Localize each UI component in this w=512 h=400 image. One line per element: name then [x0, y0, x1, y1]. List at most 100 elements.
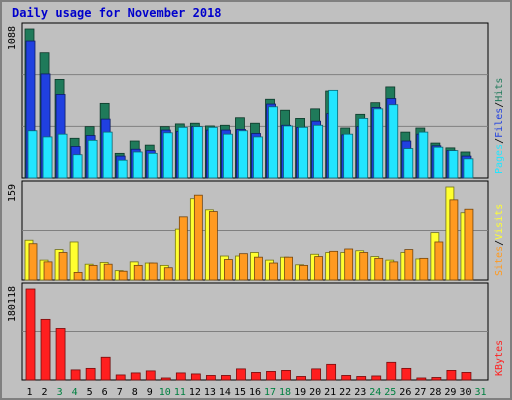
x-tick-label-day-14: 14	[219, 387, 231, 398]
x-tick-label-day-29: 29	[444, 387, 456, 398]
x-tick-label-day-22: 22	[339, 387, 351, 398]
bar-kbytes-day-21	[326, 363, 337, 381]
bar-sites-day-6	[103, 263, 113, 281]
bar-pages-day-10	[162, 132, 173, 179]
bar-sites-day-22	[344, 248, 354, 281]
bar-sites-day-11	[178, 216, 188, 281]
bar-kbytes-day-7	[115, 374, 126, 381]
bar-kbytes-day-15	[236, 368, 246, 381]
x-tick-label-day-23: 23	[354, 387, 366, 398]
bar-sites-day-19	[299, 264, 308, 281]
x-tick-label-day-4: 4	[72, 387, 78, 398]
legend-pages: Pages	[494, 144, 505, 174]
bar-kbytes-day-18	[281, 370, 291, 381]
bar-kbytes-day-11	[175, 372, 186, 381]
bar-sites-day-2	[43, 261, 53, 281]
bar-sites-day-28	[434, 241, 444, 281]
bar-kbytes-day-23	[356, 376, 367, 381]
x-tick-label-day-13: 13	[204, 387, 216, 398]
bar-sites-day-25	[389, 261, 399, 281]
x-tick-label-day-12: 12	[189, 387, 201, 398]
bar-pages-day-22	[343, 133, 354, 179]
bar-pages-day-28	[433, 146, 444, 179]
bar-kbytes-day-6	[100, 356, 111, 381]
bar-sites-day-13	[208, 211, 218, 281]
x-tick-label-day-5: 5	[87, 387, 93, 398]
x-tick-label-day-15: 15	[234, 387, 246, 398]
bar-sites-day-3	[58, 252, 68, 281]
bar-pages-day-7	[117, 159, 128, 179]
bar-pages-day-1	[27, 130, 38, 179]
legend-kbytes: KBytes	[494, 340, 505, 376]
bar-pages-day-8	[132, 151, 143, 179]
bar-kbytes-day-8	[130, 372, 141, 381]
legend-separator: /	[494, 138, 505, 144]
bar-pages-day-24	[373, 108, 384, 179]
bar-pages-day-27	[418, 131, 429, 179]
bar-pages-day-16	[253, 136, 263, 179]
bar-sites-day-8	[133, 264, 143, 281]
bar-pages-day-20	[313, 124, 324, 179]
bar-pages-day-23	[358, 118, 369, 179]
bar-sites-day-24	[374, 257, 384, 281]
bar-pages-day-12	[192, 126, 203, 179]
bar-sites-day-15	[239, 253, 248, 281]
bar-pages-day-14	[223, 133, 233, 179]
bar-pages-day-26	[403, 148, 414, 179]
bar-kbytes-day-29	[446, 370, 457, 381]
legend-separator: /	[494, 240, 505, 246]
x-tick-label-day-18: 18	[279, 387, 291, 398]
bar-kbytes-day-27	[416, 377, 427, 381]
bar-sites-day-9	[148, 262, 158, 281]
bar-sites-day-17	[269, 262, 278, 281]
bar-sites-day-10	[163, 267, 173, 281]
bar-sites-day-7	[118, 270, 128, 281]
bar-sites-day-1	[28, 243, 38, 281]
bar-sites-day-29	[449, 199, 459, 281]
x-tick-label-day-31: 31	[474, 387, 486, 398]
bar-kbytes-day-17	[266, 371, 276, 381]
x-tick-label-day-8: 8	[132, 387, 138, 398]
bar-pages-day-3	[57, 133, 68, 179]
x-tick-label-day-20: 20	[309, 387, 321, 398]
bar-kbytes-day-1	[25, 288, 36, 381]
x-tick-label-day-9: 9	[147, 387, 153, 398]
bar-kbytes-day-12	[190, 373, 201, 381]
bar-kbytes-day-30	[461, 372, 472, 381]
bar-pages-day-21	[328, 89, 339, 179]
panel-3-max-label: 180118	[7, 286, 18, 322]
x-tick-label-day-27: 27	[414, 387, 426, 398]
bar-kbytes-day-9	[145, 370, 156, 381]
chart-title: Daily usage for November 2018	[12, 6, 222, 20]
bar-sites-day-16	[254, 256, 263, 281]
x-tick-label-day-3: 3	[57, 387, 63, 398]
panel-2-legend: Sites/Visits	[494, 204, 505, 276]
bar-pages-day-29	[448, 150, 459, 179]
bar-pages-day-19	[298, 126, 308, 179]
legend-visits: Visits	[494, 204, 505, 240]
bar-kbytes-day-25	[386, 361, 397, 381]
bar-kbytes-day-28	[431, 377, 442, 381]
bar-sites-day-18	[284, 256, 293, 281]
x-tick-label-day-1: 1	[27, 387, 33, 398]
bar-pages-day-6	[102, 131, 113, 179]
panel-2-max-label: 159	[7, 184, 18, 202]
bar-pages-day-9	[147, 152, 158, 179]
bar-pages-day-30	[463, 158, 474, 179]
panel-1-max-label: 1088	[7, 26, 18, 50]
bar-pages-day-15	[238, 130, 248, 179]
bar-sites-day-23	[359, 252, 369, 281]
bar-sites-day-4	[73, 271, 83, 281]
x-tick-label-day-21: 21	[324, 387, 336, 398]
x-tick-label-day-26: 26	[399, 387, 411, 398]
bar-kbytes-day-16	[251, 372, 261, 381]
bar-pages-day-25	[388, 104, 399, 179]
bar-pages-day-2	[42, 136, 53, 179]
x-tick-label-day-19: 19	[294, 387, 306, 398]
x-tick-label-day-16: 16	[249, 387, 261, 398]
x-tick-label-day-30: 30	[459, 387, 471, 398]
x-tick-label-day-2: 2	[42, 387, 48, 398]
legend-sites: Sites	[494, 246, 505, 276]
bar-pages-day-4	[72, 154, 83, 179]
